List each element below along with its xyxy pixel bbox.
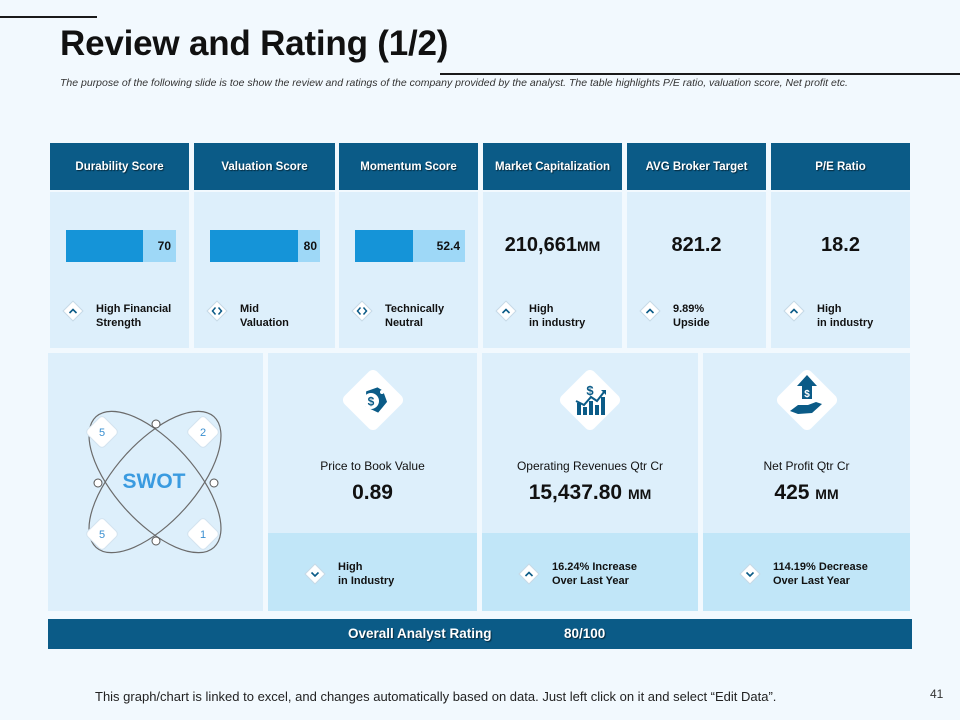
- net-profit-indicator: 114.19% Decrease Over Last Year: [773, 561, 868, 587]
- net-profit-label: Net Profit Qtr Cr: [763, 459, 850, 473]
- swot-diamond: [187, 518, 219, 550]
- chevrons-horizontal-icon: [206, 300, 228, 322]
- overall-analyst-rating-bar: Overall Analyst Rating 80/100: [48, 619, 912, 649]
- price-to-book-value: 0.89: [352, 481, 393, 504]
- card-market-capitalization: 210,661MM High in industry: [483, 192, 622, 348]
- swot-number: 2: [200, 427, 206, 439]
- header-durability-score: Durability Score: [50, 143, 189, 190]
- swot-diamond: [86, 416, 118, 448]
- swot-diagram: 5 2 5 1 SWOT: [86, 410, 222, 554]
- durability-score-indicator: High Financial Strength: [96, 303, 172, 329]
- title-underline-rule: [440, 73, 960, 75]
- swot-panel: 5 2 5 1 SWOT: [48, 353, 263, 611]
- swot-number: 5: [99, 427, 105, 439]
- card-net-profit: $ Net Profit Qtr Cr 425 MM: [703, 353, 910, 533]
- swot-orbit-1: [88, 410, 222, 554]
- revenue-growth-icon: $: [559, 369, 621, 431]
- card-pe-ratio: 18.2 High in industry: [771, 192, 910, 348]
- operating-revenues-value: 15,437.80 MM: [528, 481, 652, 504]
- footer-note: This graph/chart is linked to excel, and…: [95, 689, 777, 704]
- price-to-book-indicator-panel: High in Industry: [268, 533, 477, 611]
- top-left-rule: [0, 16, 97, 18]
- durability-score-bar: 70: [66, 230, 176, 262]
- page-title: Review and Rating (1/2): [60, 24, 449, 63]
- swot-number: 1: [200, 529, 206, 541]
- chevron-up-icon: [783, 300, 805, 322]
- momentum-score-bar: 52.4: [355, 230, 465, 262]
- chevrons-horizontal-icon: [351, 300, 373, 322]
- card-momentum-score: 52.4 Technically Neutral: [339, 192, 478, 348]
- swot-node: [209, 478, 219, 488]
- chevron-up-icon: [62, 300, 84, 322]
- valuation-score-indicator: Mid Valuation: [240, 303, 289, 329]
- header-pe-ratio: P/E Ratio: [771, 143, 910, 190]
- price-to-book-label: Price to Book Value: [320, 459, 425, 473]
- market-capitalization-indicator: High in industry: [529, 303, 586, 329]
- pe-ratio-indicator: High in industry: [817, 303, 874, 329]
- market-capitalization-value: 210,661MM: [504, 234, 601, 256]
- net-profit-indicator-panel: 114.19% Decrease Over Last Year: [703, 533, 910, 611]
- header-avg-broker-target: AVG Broker Target: [627, 143, 766, 190]
- swot-label: SWOT: [123, 470, 186, 493]
- chevron-up-icon: [639, 300, 661, 322]
- swot-node: [93, 478, 103, 488]
- swot-number: 5: [99, 529, 105, 541]
- avg-broker-target-indicator: 9.89% Upside: [673, 303, 710, 329]
- price-to-book-indicator: High in Industry: [338, 561, 395, 587]
- card-avg-broker-target: 821.2 9.89% Upside: [627, 192, 766, 348]
- card-price-to-book: $ Price to Book Value 0.89: [268, 353, 477, 533]
- swot-diamond: [86, 518, 118, 550]
- swot-node: [151, 419, 161, 429]
- momentum-score-bar-fill: [355, 230, 413, 262]
- header-market-capitalization: Market Capitalization: [483, 143, 622, 190]
- operating-revenues-indicator-panel: 16.24% Increase Over Last Year: [482, 533, 698, 611]
- durability-score-bar-fill: [66, 230, 143, 262]
- operating-revenues-label: Operating Revenues Qtr Cr: [516, 459, 664, 473]
- chevron-down-icon: [304, 563, 326, 585]
- valuation-score-value: 80: [303, 239, 317, 253]
- swot-orbit-2: [88, 410, 222, 554]
- page-subtitle: The purpose of the following slide is to…: [60, 77, 848, 89]
- avg-broker-target-value: 821.2: [671, 234, 722, 256]
- header-valuation-score: Valuation Score: [194, 143, 335, 190]
- card-operating-revenues: $ Operating Revenues Qtr Cr 15,437.80 MM: [482, 353, 698, 533]
- swot-node: [151, 536, 161, 546]
- chevron-up-icon: [495, 300, 517, 322]
- valuation-score-bar: 80: [210, 230, 320, 262]
- valuation-score-bar-fill: [210, 230, 298, 262]
- header-momentum-score: Momentum Score: [339, 143, 478, 190]
- momentum-score-indicator: Technically Neutral: [385, 303, 445, 329]
- page-number: 41: [930, 687, 944, 701]
- momentum-score-value: 52.4: [436, 239, 460, 253]
- dollar-hand-icon: $: [776, 369, 838, 431]
- dollar-tag-icon: $: [342, 369, 404, 431]
- chevron-up-icon: [518, 563, 540, 585]
- net-profit-value: 425 MM: [774, 481, 839, 504]
- card-valuation-score: 80 Mid Valuation: [194, 192, 335, 348]
- operating-revenues-indicator: 16.24% Increase Over Last Year: [552, 561, 638, 587]
- durability-score-value: 70: [157, 239, 171, 253]
- overall-rating-label: Overall Analyst Rating: [348, 626, 492, 641]
- swot-diamond: [187, 416, 219, 448]
- overall-rating-value: 80/100: [564, 626, 606, 641]
- pe-ratio-value: 18.2: [821, 234, 860, 256]
- svg-text:$: $: [368, 395, 375, 409]
- card-durability-score: 70 High Financial Strength: [50, 192, 189, 348]
- chevron-down-icon: [739, 563, 761, 585]
- svg-text:$: $: [804, 389, 810, 400]
- svg-text:$: $: [586, 383, 594, 398]
